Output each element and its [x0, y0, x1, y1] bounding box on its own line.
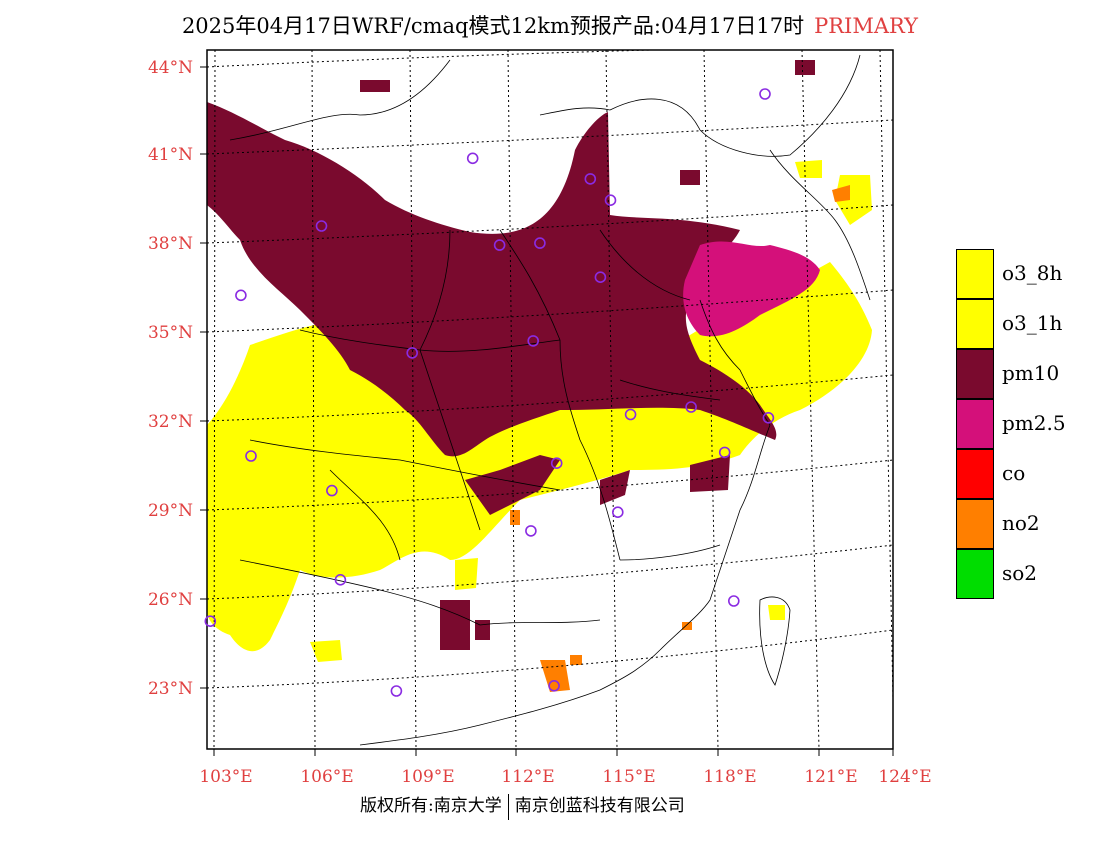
- station-marker: [594, 271, 607, 284]
- legend-item-co: co: [956, 449, 1096, 499]
- lon-label-109: 109°E: [401, 767, 454, 787]
- copyright-footer: 版权所有:南京大学 南京创蓝科技有限公司: [360, 791, 685, 820]
- pm10-region: [207, 102, 777, 457]
- legend-label: so2: [1002, 561, 1038, 585]
- lat-label-26: 26°N: [148, 590, 193, 610]
- legend-swatch: [956, 399, 994, 449]
- legend-swatch: [956, 549, 994, 599]
- station-marker: [548, 679, 560, 692]
- lon-ticks: [213, 749, 894, 756]
- legend-label: no2: [1002, 511, 1040, 535]
- station-marker: [466, 152, 479, 165]
- station-marker: [762, 411, 775, 424]
- title-tag: PRIMARY: [814, 14, 919, 38]
- station-marker: [584, 173, 597, 185]
- station-marker: [534, 237, 546, 249]
- lon-label-124: 124°E: [878, 767, 931, 787]
- station-markers: [204, 88, 775, 697]
- legend-swatch: [956, 249, 994, 299]
- legend-label: co: [1002, 461, 1026, 485]
- station-marker: [759, 88, 771, 100]
- station-marker: [718, 446, 731, 459]
- lat-label-23: 23°N: [148, 679, 193, 699]
- o3-patch-east: [795, 160, 872, 225]
- lat-label-41: 41°N: [148, 145, 193, 165]
- legend-swatch: [956, 449, 994, 499]
- lat-label-35: 35°N: [148, 323, 193, 343]
- graticule: [207, 50, 893, 749]
- station-marker: [326, 484, 338, 497]
- title-text: 2025年04月17日WRF/cmaq模式12km预报产品:04月17日17时: [181, 14, 805, 38]
- legend-item-o3-1h: o3_1h: [956, 299, 1096, 349]
- o3-patch-south: [310, 558, 785, 662]
- legend-label: pm10: [1002, 361, 1060, 385]
- lon-label-112: 112°E: [501, 767, 554, 787]
- legend-swatch: [956, 349, 994, 399]
- station-marker: [527, 335, 540, 347]
- legend-swatch: [956, 299, 994, 349]
- station-marker: [245, 450, 257, 462]
- station-marker: [525, 525, 537, 537]
- station-marker: [406, 347, 419, 359]
- lat-label-38: 38°N: [148, 234, 193, 254]
- map-frame: [206, 49, 894, 750]
- station-marker: [315, 220, 328, 232]
- station-marker: [493, 239, 506, 251]
- legend-label: pm2.5: [1002, 411, 1066, 435]
- lon-label-103: 103°E: [199, 767, 252, 787]
- legend-item-pm10: pm10: [956, 349, 1096, 399]
- lon-label-106: 106°E: [300, 767, 353, 787]
- legend-item-so2: so2: [956, 549, 1096, 599]
- lon-label-121: 121°E: [804, 767, 857, 787]
- lat-label-29: 29°N: [148, 501, 193, 521]
- lat-label-44: 44°N: [148, 58, 193, 78]
- legend-item-no2: no2: [956, 499, 1096, 549]
- station-marker: [604, 194, 617, 206]
- station-marker: [334, 573, 347, 586]
- legend: o3_8h o3_1h pm10 pm2.5 co no2 so2: [956, 249, 1096, 599]
- legend-item-o3-8h: o3_8h: [956, 249, 1096, 299]
- copyright-company: 南京创蓝科技有限公司: [514, 796, 685, 816]
- station-marker: [550, 457, 563, 470]
- lat-ticks: [200, 66, 207, 689]
- legend-swatch: [956, 499, 994, 549]
- station-marker: [624, 408, 637, 421]
- station-marker: [204, 615, 217, 628]
- station-marker: [611, 506, 624, 519]
- station-marker: [727, 595, 740, 607]
- copyright-owner: 版权所有:南京大学: [360, 796, 502, 816]
- lat-label-32: 32°N: [148, 412, 193, 432]
- pm25-region: [683, 241, 820, 337]
- boundaries: [229, 54, 871, 746]
- legend-label: o3_8h: [1002, 261, 1063, 285]
- footer-divider: [507, 793, 509, 820]
- lon-label-115: 115°E: [602, 767, 655, 787]
- legend-item-pm25: pm2.5: [956, 399, 1096, 449]
- map-title: 2025年04月17日WRF/cmaq模式12km预报产品:04月17日17时 P…: [0, 10, 1100, 40]
- station-marker: [685, 401, 697, 413]
- lon-label-118: 118°E: [703, 767, 756, 787]
- station-marker: [390, 685, 403, 697]
- legend-label: o3_1h: [1002, 311, 1063, 335]
- station-marker: [235, 289, 247, 302]
